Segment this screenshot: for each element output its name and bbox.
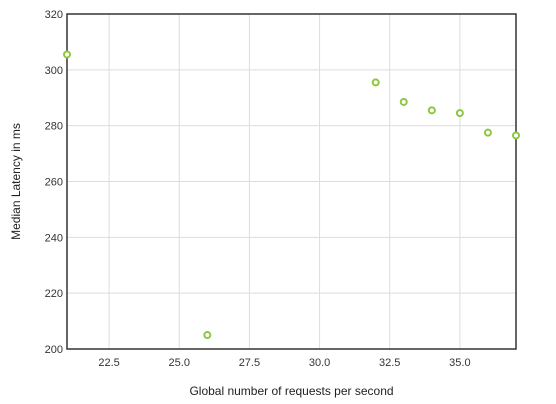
data-point (427, 106, 436, 115)
y-axis-ticks: 200 220 240 260 280 300 320 (45, 9, 63, 356)
x-tick-label: 27.5 (239, 357, 260, 369)
y-tick-label: 220 (45, 288, 63, 300)
data-point (512, 131, 520, 140)
x-tick-label: 30.0 (309, 357, 330, 369)
x-axis-label: Global number of requests per second (189, 384, 393, 398)
x-tick-label: 32.5 (379, 357, 400, 369)
y-tick-label: 200 (45, 344, 63, 356)
y-tick-label: 260 (45, 177, 63, 189)
data-point (63, 50, 71, 59)
data-points (63, 50, 520, 340)
y-tick-label: 300 (45, 65, 63, 77)
data-point (455, 109, 464, 118)
data-point (483, 128, 492, 137)
x-tick-label: 22.5 (98, 357, 119, 369)
data-point (371, 78, 380, 87)
x-axis-ticks: 22.5 25.0 27.5 30.0 32.5 35.0 (98, 357, 470, 369)
y-tick-label: 280 (45, 121, 63, 133)
y-tick-label: 320 (45, 9, 63, 21)
y-tick-label: 240 (45, 232, 63, 244)
plot-area-frame (66, 13, 517, 350)
data-point (203, 331, 212, 340)
x-tick-label: 25.0 (169, 357, 190, 369)
grid-lines (67, 13, 516, 350)
x-tick-label: 35.0 (449, 357, 470, 369)
y-axis-label: Median Latency in ms (9, 123, 23, 240)
data-point (399, 97, 408, 106)
